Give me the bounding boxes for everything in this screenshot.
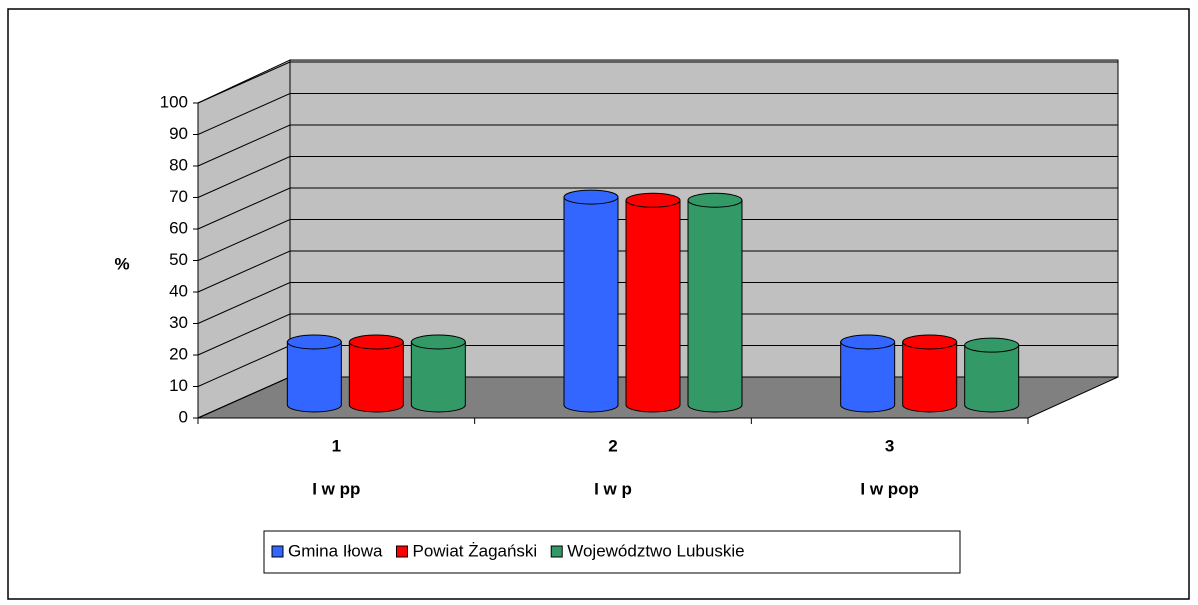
y-tick-label: 10	[169, 376, 188, 395]
bar-body	[625, 199, 681, 413]
grid-line	[197, 250, 1118, 293]
y-tick-label: 90	[169, 124, 188, 143]
bar-top	[625, 192, 681, 208]
legend-label: Województwo Lubuskie	[567, 541, 744, 560]
bar	[687, 192, 743, 413]
y-tick-label: 0	[179, 407, 188, 426]
grid-line	[197, 156, 1118, 198]
grid-line	[197, 313, 1118, 356]
legend-swatch	[271, 545, 284, 558]
legend-swatch	[395, 545, 408, 558]
bar	[348, 334, 404, 413]
legend	[263, 530, 961, 574]
y-tick-label: 20	[169, 344, 188, 363]
bar-body	[563, 196, 619, 413]
y-tick-label: 30	[169, 313, 188, 332]
bar-body	[964, 344, 1020, 413]
bar-top	[410, 334, 466, 350]
bar-body	[348, 341, 404, 413]
bar-body	[286, 341, 342, 413]
bar-top	[286, 334, 342, 350]
legend-swatch	[550, 545, 563, 558]
bar-top	[348, 334, 404, 350]
bar-body	[840, 341, 896, 413]
bar	[563, 189, 619, 413]
x-tick-label: 2	[608, 436, 617, 455]
x-tick-label: 1	[332, 436, 341, 455]
y-axis-label: %	[114, 254, 129, 273]
bar-top	[687, 192, 743, 208]
bar-body	[902, 341, 958, 413]
legend-label: Gmina Iłowa	[288, 541, 383, 560]
y-tick-label: 50	[169, 250, 188, 269]
bar-top	[563, 189, 619, 205]
y-tick-label: 40	[169, 281, 188, 300]
bar	[286, 334, 342, 413]
bar	[840, 334, 896, 413]
y-tick-label: 100	[160, 92, 188, 111]
y-tick-label: 70	[169, 187, 188, 206]
bar	[625, 192, 681, 413]
x-tick-label: 3	[885, 436, 894, 455]
grid-line	[197, 124, 1118, 167]
bar-body	[410, 341, 466, 413]
x-category-label: I w pp	[312, 479, 360, 498]
bar-top	[964, 337, 1020, 353]
bar-top	[840, 334, 896, 350]
bar	[410, 334, 466, 413]
x-category-label: I w p	[594, 479, 632, 498]
y-tick-label: 80	[169, 155, 188, 174]
legend-label: Powiat Żagański	[412, 541, 537, 560]
bar-top	[902, 334, 958, 350]
bar-body	[687, 199, 743, 413]
grid-line	[197, 219, 1118, 261]
y-tick-label: 60	[169, 218, 188, 237]
grid-line	[197, 282, 1118, 324]
x-category-label: I w pop	[860, 479, 919, 498]
bar	[964, 337, 1020, 413]
grid-line	[197, 187, 1118, 230]
grid-line	[197, 93, 1118, 135]
bar	[902, 334, 958, 413]
grid-line	[197, 61, 1118, 104]
